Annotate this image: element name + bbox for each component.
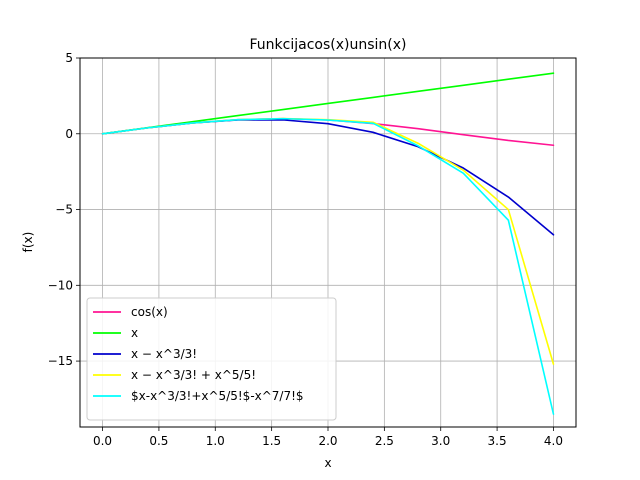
y-tick-label: 5: [65, 51, 73, 65]
y-axis-label: f(x): [21, 232, 35, 253]
legend-label-5: $x-x^3/3!+x^5/5!$-x^7/7!$: [131, 389, 304, 403]
x-tick-label: 1.5: [262, 434, 281, 448]
series-line-2: [101, 72, 555, 135]
x-tick-label: 3.5: [488, 434, 507, 448]
series-layer: [101, 72, 555, 415]
series-line-5: [101, 117, 555, 415]
x-tick-label: 2.0: [318, 434, 337, 448]
x-axis-label: x: [324, 456, 331, 470]
x-tick-label: 4.0: [544, 434, 563, 448]
legend: cos(x) x x − x^3/3! x − x^3/3! + x^5/5! $x-x…: [86, 297, 337, 421]
legend-label-1: cos(x): [131, 305, 168, 319]
chart-title: Funkcijacos(x)unsin(x): [250, 37, 407, 53]
legend-label-2: x: [131, 326, 138, 340]
y-axis-ticks: 5 0 −5 −10 −15: [48, 51, 80, 368]
y-tick-label: −15: [48, 354, 73, 368]
legend-box: [86, 297, 337, 421]
x-tick-label: 2.5: [375, 434, 394, 448]
x-tick-label: 0.0: [93, 434, 112, 448]
x-tick-label: 3.0: [431, 434, 450, 448]
x-axis-ticks: 0.0 0.5 1.0 1.5 2.0 2.5 3.0 3.5 4.0: [93, 427, 563, 448]
x-tick-label: 0.5: [149, 434, 168, 448]
legend-label-4: x − x^3/3! + x^5/5!: [131, 368, 256, 382]
y-tick-label: −5: [55, 203, 73, 217]
legend-label-3: x − x^3/3!: [131, 347, 197, 361]
y-tick-label: −10: [48, 278, 73, 292]
y-tick-label: 0: [65, 127, 73, 141]
x-tick-label: 1.0: [206, 434, 225, 448]
